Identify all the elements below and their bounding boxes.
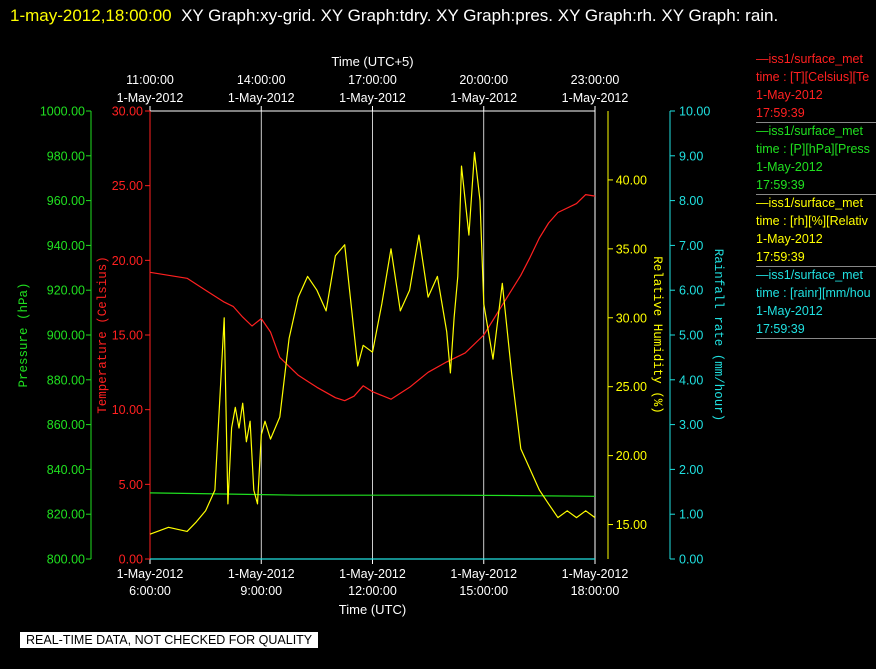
humidity-tick-label: 40.00 [616, 173, 647, 187]
pressure-tick-label: 960.00 [47, 194, 85, 208]
rain-tick-label: 7.00 [679, 239, 703, 253]
legend-line: —iss1/surface_met [756, 268, 863, 282]
legend-line: time : [T][Celsius][Te [756, 70, 870, 84]
rain-tick-label: 0.00 [679, 553, 703, 567]
x-tick-label-date: 1-May-2012 [339, 567, 406, 581]
top-tick-label-time: 11:00:00 [126, 73, 174, 87]
pressure-tick-label: 820.00 [47, 508, 85, 522]
rain-axis-title: Rainfall rate (mm/hour) [711, 249, 725, 422]
legend-line: 17:59:39 [756, 176, 876, 195]
temperature-tick-label: 5.00 [119, 478, 143, 492]
pressure-tick-label: 840.00 [47, 463, 85, 477]
rain-tick-label: 1.00 [679, 508, 703, 522]
top-tick-label-time: 17:00:00 [348, 73, 397, 87]
temperature-tick-label: 10.00 [112, 403, 143, 417]
temperature-tick-label: 20.00 [112, 254, 143, 268]
x-axis-label-top: Time (UTC+5) [331, 54, 413, 69]
humidity-tick-label: 15.00 [616, 518, 647, 532]
x-tick-label-time: 12:00:00 [348, 584, 397, 598]
legend-line: time : [rh][%][Relativ [756, 214, 868, 228]
rain-tick-label: 6.00 [679, 284, 703, 298]
x-tick-label-time: 9:00:00 [240, 584, 282, 598]
pressure-tick-label: 940.00 [47, 239, 85, 253]
legend-line: 1-May-2012 [756, 304, 823, 318]
rain-tick-label: 2.00 [679, 463, 703, 477]
quality-disclaimer: REAL-TIME DATA, NOT CHECKED FOR QUALITY [20, 632, 319, 648]
pressure-tick-label: 860.00 [47, 418, 85, 432]
x-tick-label-date: 1-May-2012 [117, 567, 184, 581]
legend-line: time : [rainr][mm/hou [756, 286, 871, 300]
rain-tick-label: 3.00 [679, 418, 703, 432]
legend-line: —iss1/surface_met [756, 124, 863, 138]
temperature-tick-label: 15.00 [112, 329, 143, 343]
temperature-tick-label: 30.00 [112, 105, 143, 119]
legend-line: —iss1/surface_met [756, 196, 863, 210]
legend-line: 17:59:39 [756, 320, 876, 339]
pressure-tick-label: 920.00 [47, 284, 85, 298]
temperature-tick-label: 0.00 [119, 553, 143, 567]
pressure-tick-label: 800.00 [47, 553, 85, 567]
pressure-tick-label: 900.00 [47, 329, 85, 343]
legend-line: 17:59:39 [756, 248, 876, 267]
x-tick-label-date: 1-May-2012 [228, 567, 295, 581]
x-axis-label-bottom: Time (UTC) [339, 602, 406, 617]
pressure-series-line [149, 492, 596, 497]
x-tick-label-time: 15:00:00 [459, 584, 508, 598]
top-tick-label-date: 1-May-2012 [117, 91, 184, 105]
legend-line: 1-May-2012 [756, 88, 823, 102]
title-graph-list: XY Graph:xy-grid. XY Graph:tdry. XY Grap… [181, 6, 779, 25]
temperature-axis-title: Temperature (Celsius) [96, 256, 110, 414]
rain-tick-label: 10.00 [679, 105, 710, 119]
pressure-axis-title: Pressure (hPa) [17, 282, 31, 387]
legend-line: 1-May-2012 [756, 160, 823, 174]
temperature-series-line [149, 194, 596, 402]
top-tick-label-time: 20:00:00 [459, 73, 508, 87]
legend-line: 17:59:39 [756, 104, 876, 123]
top-tick-label-time: 23:00:00 [571, 73, 620, 87]
rain-tick-label: 9.00 [679, 149, 703, 163]
pressure-tick-label: 1000.00 [40, 105, 85, 119]
legend-line: —iss1/surface_met [756, 52, 863, 66]
legend-line: 1-May-2012 [756, 232, 823, 246]
top-tick-label-date: 1-May-2012 [339, 91, 406, 105]
legend-line: time : [P][hPa][Press [756, 142, 870, 156]
rain-tick-label: 8.00 [679, 194, 703, 208]
temperature-tick-label: 25.00 [112, 179, 143, 193]
pressure-tick-label: 980.00 [47, 149, 85, 163]
top-tick-label-time: 14:00:00 [237, 73, 286, 87]
title-timestamp: 1-may-2012,18:00:00 [10, 6, 172, 25]
humidity-tick-label: 35.00 [616, 242, 647, 256]
rain-tick-label: 4.00 [679, 373, 703, 387]
humidity-tick-label: 20.00 [616, 449, 647, 463]
chart-title: 1-may-2012,18:00:00 XY Graph:xy-grid. XY… [10, 2, 860, 30]
x-tick-label-time: 6:00:00 [129, 584, 171, 598]
rain-tick-label: 5.00 [679, 329, 703, 343]
x-tick-label-date: 1-May-2012 [562, 567, 629, 581]
x-tick-label-time: 18:00:00 [571, 584, 620, 598]
humidity-tick-label: 25.00 [616, 380, 647, 394]
top-tick-label-date: 1-May-2012 [562, 91, 629, 105]
top-tick-label-date: 1-May-2012 [228, 91, 295, 105]
humidity-tick-label: 30.00 [616, 311, 647, 325]
top-tick-label-date: 1-May-2012 [450, 91, 517, 105]
x-tick-label-date: 1-May-2012 [450, 567, 517, 581]
humidity-axis-title: Relative Humidity (%) [650, 256, 664, 414]
humidity-series-line [149, 151, 596, 535]
pressure-tick-label: 880.00 [47, 373, 85, 387]
